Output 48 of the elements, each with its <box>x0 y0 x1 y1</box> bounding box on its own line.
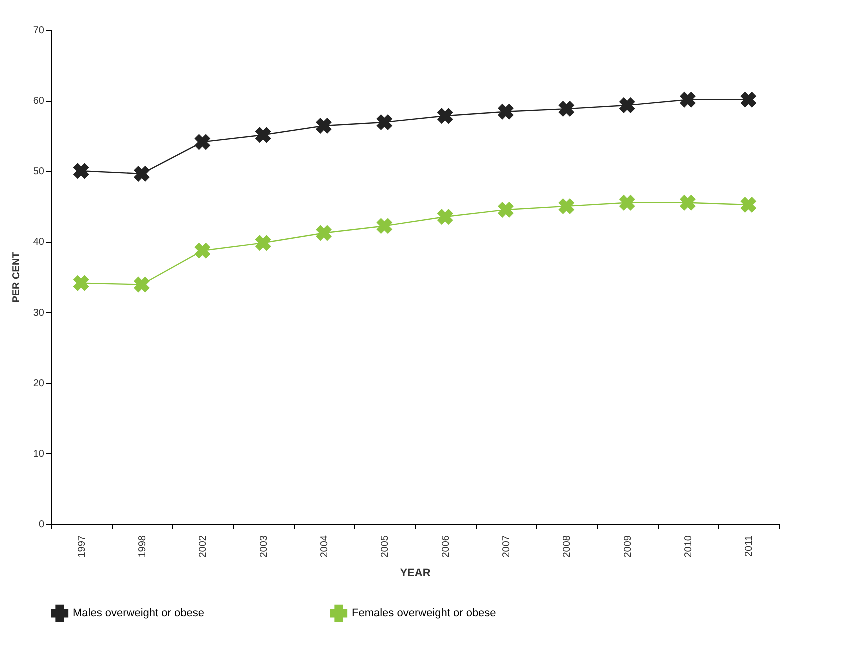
point <box>194 242 211 259</box>
point <box>255 235 272 252</box>
point <box>255 127 272 144</box>
x-tick-label: 2009 <box>622 535 634 558</box>
point <box>498 202 514 218</box>
point <box>376 114 393 130</box>
point <box>437 108 454 124</box>
point <box>134 276 150 293</box>
x-tick-label: 2011 <box>744 535 756 558</box>
y-tick-label: 20 <box>33 378 45 390</box>
point <box>437 209 454 225</box>
point <box>680 194 696 211</box>
y-axis-title: PER CENT <box>11 252 22 303</box>
point <box>740 92 757 108</box>
point <box>316 225 332 242</box>
point <box>73 275 90 292</box>
point <box>619 194 636 211</box>
x-tick-label: 2005 <box>380 535 392 558</box>
point <box>558 198 575 214</box>
legend-label: Males overweight or obese <box>73 607 204 620</box>
point <box>740 197 757 213</box>
point <box>316 118 332 134</box>
x-tick-label: 2002 <box>198 535 210 558</box>
x-tick-label: 1997 <box>76 535 88 558</box>
point <box>498 104 514 120</box>
x-tick-label: 2008 <box>562 535 574 558</box>
x-tick-label: 2010 <box>684 535 694 558</box>
point <box>619 98 636 114</box>
x-tick-label: 1998 <box>138 535 148 558</box>
point <box>194 134 211 150</box>
y-tick-label: 0 <box>38 520 45 530</box>
x-axis-title: YEAR <box>400 568 431 580</box>
y-tick-label: 70 <box>33 26 45 36</box>
point <box>376 218 393 234</box>
y-tick-label: 50 <box>33 166 45 178</box>
y-tick-label: 30 <box>33 308 45 319</box>
x-tick-label: 2006 <box>440 535 452 558</box>
point <box>134 166 150 182</box>
point <box>558 101 575 118</box>
y-tick-label: 40 <box>33 237 45 248</box>
x-tick-label: 2007 <box>502 535 512 558</box>
y-tick-label: 60 <box>33 96 45 108</box>
y-tick-label: 10 <box>33 448 45 460</box>
point <box>73 163 90 180</box>
legend-label: Females overweight or obese <box>352 607 496 620</box>
x-tick-label: 2003 <box>258 535 270 558</box>
point <box>680 92 696 108</box>
x-tick-label: 2004 <box>320 535 330 558</box>
